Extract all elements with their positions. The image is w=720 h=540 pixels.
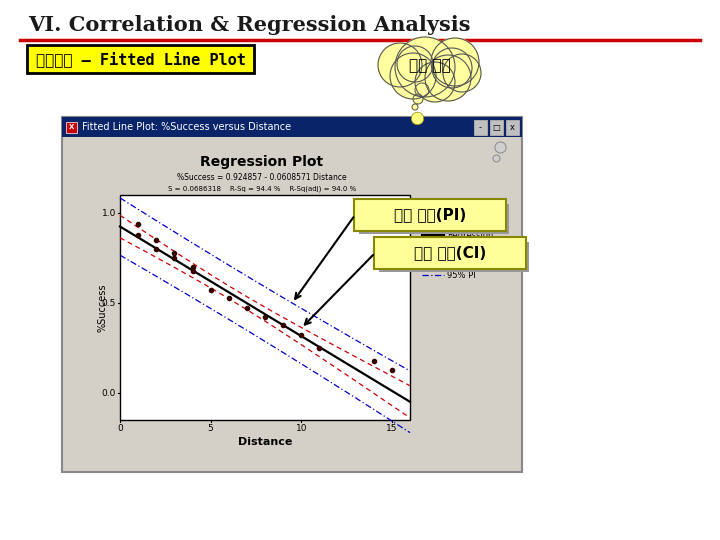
FancyBboxPatch shape	[27, 45, 254, 73]
FancyBboxPatch shape	[490, 120, 503, 135]
Text: 0.0: 0.0	[102, 388, 116, 397]
Text: 95% CI: 95% CI	[447, 251, 477, 260]
FancyBboxPatch shape	[506, 120, 519, 135]
Text: 신뢰 구간(CI): 신뢰 구간(CI)	[414, 246, 486, 260]
Circle shape	[432, 48, 472, 88]
Text: VI. Correlation & Regression Analysis: VI. Correlation & Regression Analysis	[28, 15, 470, 35]
Circle shape	[390, 53, 436, 99]
Text: 회귀 모형: 회귀 모형	[409, 58, 451, 73]
FancyBboxPatch shape	[62, 117, 522, 472]
Text: 1.0: 1.0	[102, 208, 116, 218]
Circle shape	[443, 54, 481, 92]
Text: 95% PI: 95% PI	[447, 271, 476, 280]
FancyBboxPatch shape	[379, 242, 529, 272]
FancyBboxPatch shape	[374, 237, 526, 269]
Circle shape	[425, 55, 471, 101]
Circle shape	[415, 83, 429, 97]
Text: 0: 0	[117, 424, 123, 433]
Text: Regression: Regression	[447, 231, 493, 240]
Text: 5: 5	[208, 424, 214, 433]
FancyBboxPatch shape	[354, 199, 506, 231]
Text: Fitted Line Plot: %Success versus Distance: Fitted Line Plot: %Success versus Distan…	[82, 122, 291, 132]
Circle shape	[431, 38, 479, 86]
Circle shape	[413, 94, 423, 104]
Text: -: -	[479, 123, 482, 132]
Text: S = 0.0686318    R-Sq = 94.4 %    R-Sq(adj) = 94.0 %: S = 0.0686318 R-Sq = 94.4 % R-Sq(adj) = …	[168, 186, 356, 192]
Circle shape	[395, 37, 455, 97]
Text: 15: 15	[386, 424, 397, 433]
FancyBboxPatch shape	[474, 120, 487, 135]
Circle shape	[412, 104, 418, 110]
Text: %Success: %Success	[97, 284, 107, 332]
Text: Distance: Distance	[238, 437, 292, 447]
Text: 10: 10	[295, 424, 307, 433]
FancyBboxPatch shape	[62, 117, 522, 137]
Text: □: □	[492, 123, 500, 132]
Text: %Success = 0.924857 - 0.0608571 Distance: %Success = 0.924857 - 0.0608571 Distance	[177, 173, 347, 183]
Circle shape	[378, 43, 422, 87]
FancyBboxPatch shape	[120, 195, 410, 420]
Text: 0.5: 0.5	[102, 299, 116, 307]
Text: Regression Plot: Regression Plot	[200, 155, 323, 169]
FancyBboxPatch shape	[66, 122, 77, 133]
Text: 회귀분석 – Fitted Line Plot: 회귀분석 – Fitted Line Plot	[35, 51, 246, 67]
Text: x: x	[510, 123, 515, 132]
Circle shape	[415, 62, 455, 102]
Text: X: X	[69, 124, 74, 130]
FancyBboxPatch shape	[359, 204, 509, 234]
Text: 예측 구간(PI): 예측 구간(PI)	[394, 207, 466, 222]
Circle shape	[397, 46, 433, 82]
